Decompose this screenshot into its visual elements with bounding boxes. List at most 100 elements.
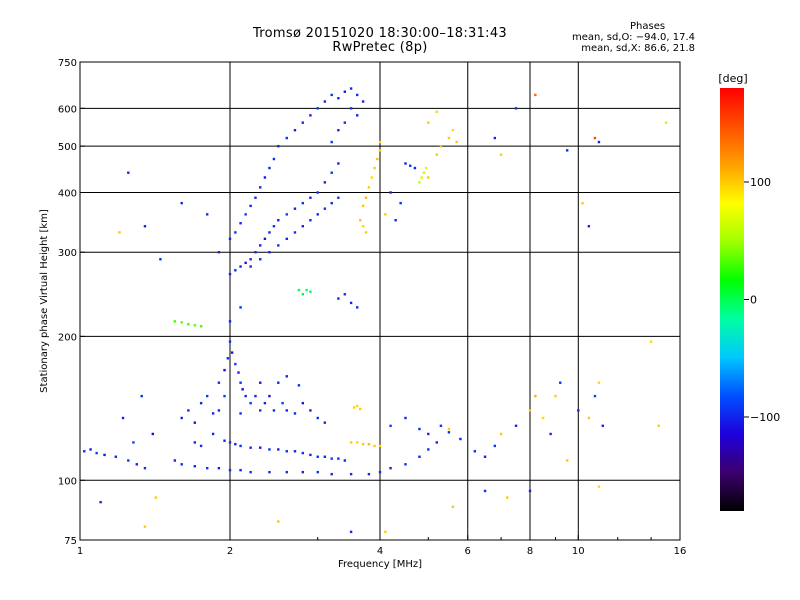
y-tick-label: 300 bbox=[58, 248, 77, 259]
data-point bbox=[159, 258, 162, 261]
data-point bbox=[499, 432, 503, 436]
data-point bbox=[268, 251, 271, 254]
data-point bbox=[349, 87, 353, 90]
y-tick-label: 100 bbox=[58, 476, 77, 487]
data-point bbox=[118, 231, 121, 234]
data-point bbox=[493, 444, 497, 448]
data-point bbox=[499, 153, 503, 156]
y-tick-label: 400 bbox=[58, 188, 77, 199]
data-point bbox=[534, 394, 537, 398]
data-point bbox=[349, 441, 353, 444]
data-point bbox=[173, 320, 177, 323]
data-point bbox=[316, 213, 319, 216]
data-point bbox=[305, 288, 308, 292]
data-point bbox=[349, 301, 353, 305]
data-point bbox=[367, 442, 371, 446]
data-point bbox=[272, 409, 276, 412]
data-point bbox=[121, 416, 125, 420]
data-point bbox=[239, 222, 242, 225]
data-point bbox=[554, 394, 557, 398]
data-point bbox=[367, 186, 371, 189]
y-tick-label: 500 bbox=[58, 142, 77, 153]
data-point bbox=[180, 321, 183, 324]
data-point bbox=[239, 468, 242, 472]
y-axis: 75 100 200 300 400 500 600 750 bbox=[58, 58, 85, 547]
data-point bbox=[180, 201, 183, 205]
data-point bbox=[349, 530, 353, 534]
data-point bbox=[330, 472, 333, 476]
data-point bbox=[343, 459, 347, 462]
data-point bbox=[404, 416, 407, 420]
data-point bbox=[309, 409, 312, 412]
data-point bbox=[132, 441, 135, 444]
data-point bbox=[358, 219, 362, 222]
data-point bbox=[427, 432, 430, 436]
data-point bbox=[309, 453, 312, 457]
data-point bbox=[285, 237, 288, 241]
data-point bbox=[384, 213, 387, 216]
y-tick-label: 75 bbox=[64, 536, 77, 547]
data-point bbox=[234, 269, 237, 272]
data-point bbox=[228, 468, 232, 472]
data-point bbox=[597, 485, 601, 488]
data-point bbox=[361, 100, 365, 103]
data-point bbox=[301, 293, 305, 296]
data-point bbox=[277, 381, 280, 384]
data-point bbox=[355, 404, 359, 408]
data-point bbox=[447, 427, 451, 431]
data-point bbox=[337, 457, 340, 460]
data-point bbox=[483, 489, 487, 493]
data-point bbox=[587, 225, 591, 228]
data-point bbox=[268, 166, 271, 170]
data-point bbox=[447, 431, 451, 434]
data-point bbox=[378, 149, 382, 152]
data-point bbox=[330, 171, 333, 174]
data-point bbox=[244, 394, 247, 398]
data-point bbox=[293, 207, 297, 210]
data-point bbox=[301, 201, 305, 205]
data-point bbox=[272, 157, 276, 161]
data-point bbox=[277, 448, 280, 451]
data-point bbox=[361, 442, 365, 446]
colorbar-gradient bbox=[720, 88, 744, 511]
data-point bbox=[455, 140, 458, 144]
x-tick-label: 8 bbox=[527, 546, 533, 557]
colorbar-unit-label: [deg] bbox=[718, 72, 747, 85]
data-point bbox=[330, 140, 333, 144]
data-point bbox=[528, 489, 532, 493]
data-point bbox=[180, 416, 183, 420]
data-point bbox=[263, 237, 267, 241]
data-point bbox=[370, 176, 373, 179]
data-point bbox=[418, 455, 421, 458]
x-tick-label: 10 bbox=[572, 546, 585, 557]
data-point bbox=[285, 375, 288, 378]
data-point bbox=[399, 201, 402, 205]
data-point bbox=[323, 455, 327, 458]
data-point bbox=[277, 520, 280, 523]
data-point bbox=[244, 213, 247, 216]
data-point bbox=[376, 157, 379, 161]
data-point bbox=[378, 470, 382, 474]
data-point bbox=[597, 381, 601, 384]
data-point bbox=[418, 427, 421, 431]
data-point bbox=[249, 446, 252, 449]
data-point bbox=[301, 401, 305, 405]
data-point bbox=[293, 231, 297, 234]
y-tick-label: 600 bbox=[58, 104, 77, 115]
data-point bbox=[199, 325, 203, 328]
data-point bbox=[217, 381, 221, 384]
data-point bbox=[451, 505, 455, 509]
data-point bbox=[259, 409, 262, 412]
data-point bbox=[180, 463, 183, 466]
chart-title: Tromsø 20151020 18:30:00–18:31:43 bbox=[252, 26, 508, 41]
x-axis: 1 2 4 6 8 10 16 bbox=[77, 535, 686, 557]
colorbar-tick-label: −100 bbox=[750, 411, 780, 424]
data-point bbox=[384, 530, 387, 534]
data-point bbox=[337, 128, 340, 132]
data-point bbox=[394, 219, 397, 222]
data-point bbox=[239, 265, 242, 268]
data-point bbox=[534, 93, 537, 97]
data-point bbox=[301, 225, 305, 228]
data-point bbox=[389, 191, 392, 194]
data-point bbox=[459, 437, 462, 441]
